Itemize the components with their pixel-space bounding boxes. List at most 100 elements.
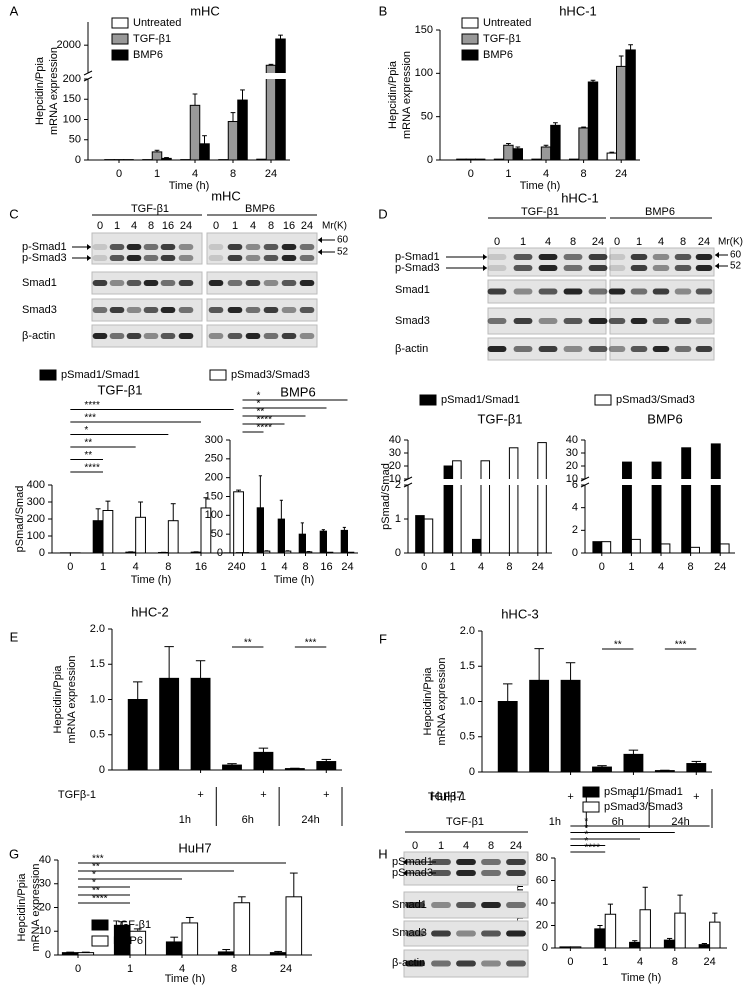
x-tick-label: 24 [532, 561, 544, 573]
chart-title: TGF-β1 [97, 382, 142, 397]
significance-label: **** [257, 423, 273, 434]
lane-label: 1 [520, 236, 526, 248]
chart-title: hHC-2 [131, 604, 169, 619]
y-axis-label: Hepcidin/Ppia [34, 56, 46, 125]
blot-band [487, 346, 507, 352]
x-tick-label: 8 [581, 168, 587, 180]
x-axis-label: Time (h) [274, 574, 315, 586]
x-axis-label: Time (h) [131, 574, 172, 586]
y-tick-label: 10 [39, 925, 51, 937]
lane-label: 1 [114, 220, 120, 232]
chart-title: TGF-β1 [477, 411, 522, 426]
blot-band [630, 254, 648, 260]
x-tick-label: 0 [67, 561, 73, 573]
blot-band [160, 333, 176, 339]
bar [285, 896, 303, 956]
blot-band [608, 288, 626, 295]
y-tick-label: 0 [75, 154, 81, 166]
blot-band [608, 318, 626, 324]
bar [423, 518, 434, 554]
x-tick-label: 4 [133, 561, 139, 573]
treatment-label: BMP6 [645, 206, 675, 218]
blot-band [456, 930, 476, 937]
x-tick-label: 1 [602, 956, 608, 968]
bar [616, 65, 627, 161]
lane-label: 8 [148, 220, 154, 232]
blot-band [263, 307, 279, 313]
bar [497, 701, 518, 773]
blot-band [630, 318, 648, 324]
y-tick-label: 30 [389, 447, 401, 459]
group-label: 24h [301, 814, 319, 826]
panel-letter: E [10, 629, 19, 644]
blot-strip [91, 324, 203, 348]
blot-band [431, 870, 451, 876]
blot-band [143, 255, 159, 261]
blot-band [245, 333, 261, 339]
bar [639, 909, 651, 949]
blot-band [281, 333, 297, 339]
blot-band [563, 318, 583, 324]
blot-band [178, 255, 194, 261]
blot-band [695, 288, 713, 295]
chart-title: HuH7 [178, 840, 211, 855]
blot-strip [403, 851, 529, 886]
bar [592, 766, 612, 773]
x-tick-label: 1 [127, 963, 133, 975]
bar [587, 81, 599, 161]
blot-band [538, 318, 558, 324]
bar [604, 913, 617, 949]
x-tick-label: 24 [714, 561, 726, 573]
x-tick-label: 0 [239, 561, 245, 573]
panel-letter: A [10, 3, 19, 18]
y-tick-label: 250 [205, 453, 223, 465]
y-tick-label: 30 [39, 878, 51, 890]
legend-label: pSmad1/Smad1 [61, 369, 140, 381]
y-tick-label: 40 [566, 434, 578, 446]
blot-band [588, 265, 608, 271]
arrow-head [483, 254, 487, 260]
treatment-label: TGF-β1 [131, 203, 169, 215]
blot-band [538, 254, 558, 260]
legend-swatch [91, 935, 109, 947]
significance-label: ** [614, 640, 622, 651]
blot-band [513, 318, 533, 324]
bar [622, 461, 632, 554]
x-tick-label: 1 [450, 561, 456, 573]
bar [625, 49, 636, 161]
x-tick-label: 4 [281, 561, 287, 573]
x-tick-label: + [630, 791, 636, 803]
blot-band [608, 254, 626, 260]
lane-label: 4 [545, 236, 551, 248]
row-label: Smad3 [392, 927, 427, 939]
legend-swatch [209, 369, 227, 381]
bar [190, 677, 211, 771]
y-tick-label: 40 [39, 854, 51, 866]
lane-label: 0 [412, 840, 418, 852]
blot-band [178, 333, 194, 339]
x-tick-label: 4 [478, 561, 484, 573]
blot-band [263, 244, 279, 250]
row-label: TGFβ-1 [58, 789, 96, 801]
x-tick-label: 1 [100, 561, 106, 573]
x-tick-label: 1 [628, 561, 634, 573]
x-tick-label: 0 [116, 168, 122, 180]
x-tick-label: 8 [230, 168, 236, 180]
y-tick-label: 100 [27, 530, 45, 542]
lane-label: 8 [488, 840, 494, 852]
lane-label: 4 [250, 220, 256, 232]
lane-label: 8 [570, 236, 576, 248]
x-tick-label: + [260, 789, 266, 801]
x-tick-label: 4 [179, 963, 185, 975]
blot-band [652, 288, 670, 295]
x-tick-label: 0 [421, 561, 427, 573]
blot-band [405, 902, 425, 908]
blot-band [208, 333, 224, 339]
legend-swatch [461, 49, 479, 61]
blot-band [281, 307, 297, 313]
blot-band [431, 859, 451, 865]
blot-band [208, 244, 224, 250]
legend-label: pSmad3/Smad3 [616, 394, 695, 406]
bar [512, 148, 523, 161]
lane-label: 16 [162, 220, 174, 232]
